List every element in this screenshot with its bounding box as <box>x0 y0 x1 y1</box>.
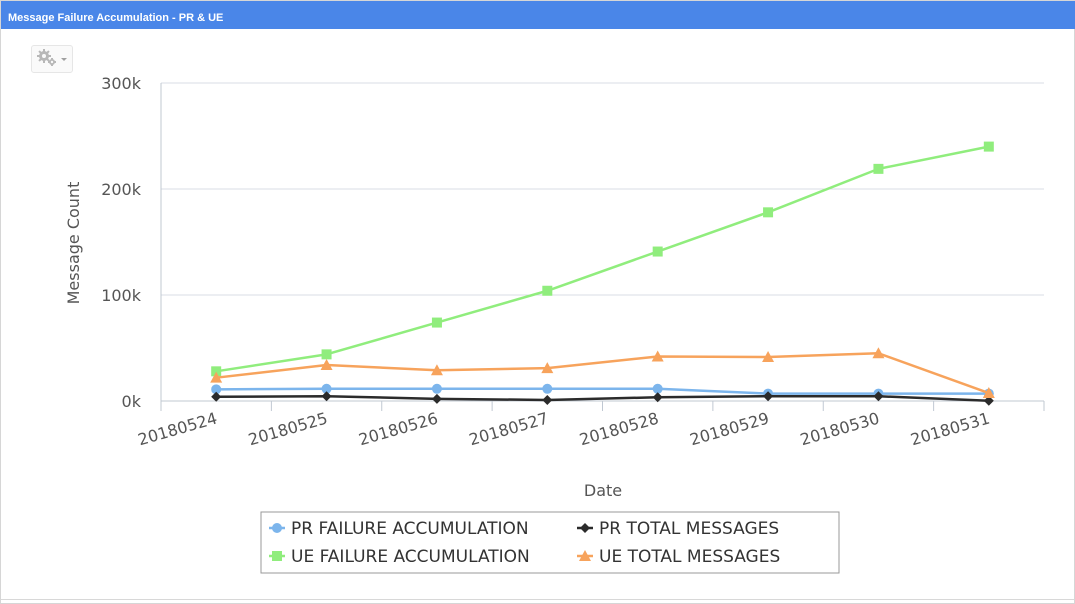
data-point <box>211 366 222 377</box>
x-tick-label: 20180526 <box>357 409 441 450</box>
x-tick-label: 20180525 <box>246 409 330 450</box>
legend-item[interactable]: UE FAILURE ACCUMULATION <box>269 547 530 567</box>
legend-label: PR TOTAL MESSAGES <box>599 519 779 539</box>
data-point <box>431 383 442 394</box>
legend: PR FAILURE ACCUMULATION PR TOTAL MESSAGES… <box>260 511 840 574</box>
series-line <box>215 145 990 373</box>
series-pr-total-messages <box>211 391 994 406</box>
y-tick-label: 0k <box>122 392 142 411</box>
data-point <box>431 317 442 328</box>
panel-bottom-border <box>1 599 1075 600</box>
legend-label: PR FAILURE ACCUMULATION <box>291 519 529 539</box>
data-point <box>320 358 333 370</box>
x-tick-label: 20180531 <box>908 409 992 450</box>
x-tick-label: 20180527 <box>467 409 551 450</box>
legend-box <box>260 511 840 574</box>
data-point <box>652 392 663 403</box>
x-tick-label: 20180529 <box>688 409 772 450</box>
series-line <box>216 394 989 403</box>
data-point <box>652 246 663 257</box>
data-point <box>430 364 443 376</box>
y-tick-labels: 0k 100k 200k 300k <box>101 74 142 411</box>
panel-title: Message Failure Accumulation - PR & UE <box>8 12 224 24</box>
data-point <box>652 383 663 394</box>
axes <box>160 83 1045 411</box>
legend-marker <box>579 550 591 561</box>
legend-item[interactable]: UE TOTAL MESSAGES <box>577 547 780 567</box>
grid-lines <box>161 82 1044 296</box>
data-point <box>211 391 222 402</box>
data-point <box>873 391 884 402</box>
series-line <box>216 352 990 395</box>
gear-icon <box>37 49 67 66</box>
chevron-down-icon <box>61 58 67 61</box>
data-point <box>542 285 553 296</box>
legend-item[interactable]: PR TOTAL MESSAGES <box>577 519 779 539</box>
x-tick-labels: 20180524 20180525 20180526 20180527 20180528… <box>136 409 992 450</box>
series-group <box>210 141 995 406</box>
data-point <box>982 387 995 399</box>
legend-label: UE FAILURE ACCUMULATION <box>291 547 530 567</box>
data-point <box>541 362 554 374</box>
data-point <box>762 351 775 363</box>
data-point <box>321 349 332 360</box>
data-point <box>763 207 774 218</box>
data-point <box>542 383 553 394</box>
y-axis-label: Message Count <box>64 182 83 305</box>
series-ue-total-messages <box>210 347 995 399</box>
legend-label: UE TOTAL MESSAGES <box>599 547 780 567</box>
y-tick-label: 100k <box>101 286 142 305</box>
data-point <box>211 384 222 395</box>
y-tick-label: 300k <box>101 74 142 93</box>
data-point <box>872 347 885 359</box>
data-point <box>210 371 223 383</box>
legend-item[interactable]: PR FAILURE ACCUMULATION <box>269 519 529 539</box>
legend-marker <box>272 523 282 533</box>
legend-marker <box>580 523 590 533</box>
data-point <box>873 163 884 174</box>
x-tick-label: 20180524 <box>136 409 220 450</box>
data-point <box>983 141 994 152</box>
x-tick-label: 20180528 <box>577 409 661 450</box>
series-ue-failure-accumulation <box>211 141 994 377</box>
chart-settings-button[interactable] <box>31 45 73 73</box>
data-point <box>651 350 664 362</box>
title-bar: Message Failure Accumulation - PR & UE <box>1 1 1075 29</box>
data-point <box>542 394 553 405</box>
legend-marker <box>272 551 282 561</box>
data-point <box>321 383 332 394</box>
data-point <box>983 395 994 406</box>
y-tick-label: 200k <box>101 180 142 199</box>
x-axis-label: Date <box>584 481 622 500</box>
data-point <box>321 391 332 402</box>
x-tick-label: 20180530 <box>798 409 882 450</box>
series-line <box>216 387 989 395</box>
data-point <box>431 393 442 404</box>
data-point <box>763 391 774 402</box>
